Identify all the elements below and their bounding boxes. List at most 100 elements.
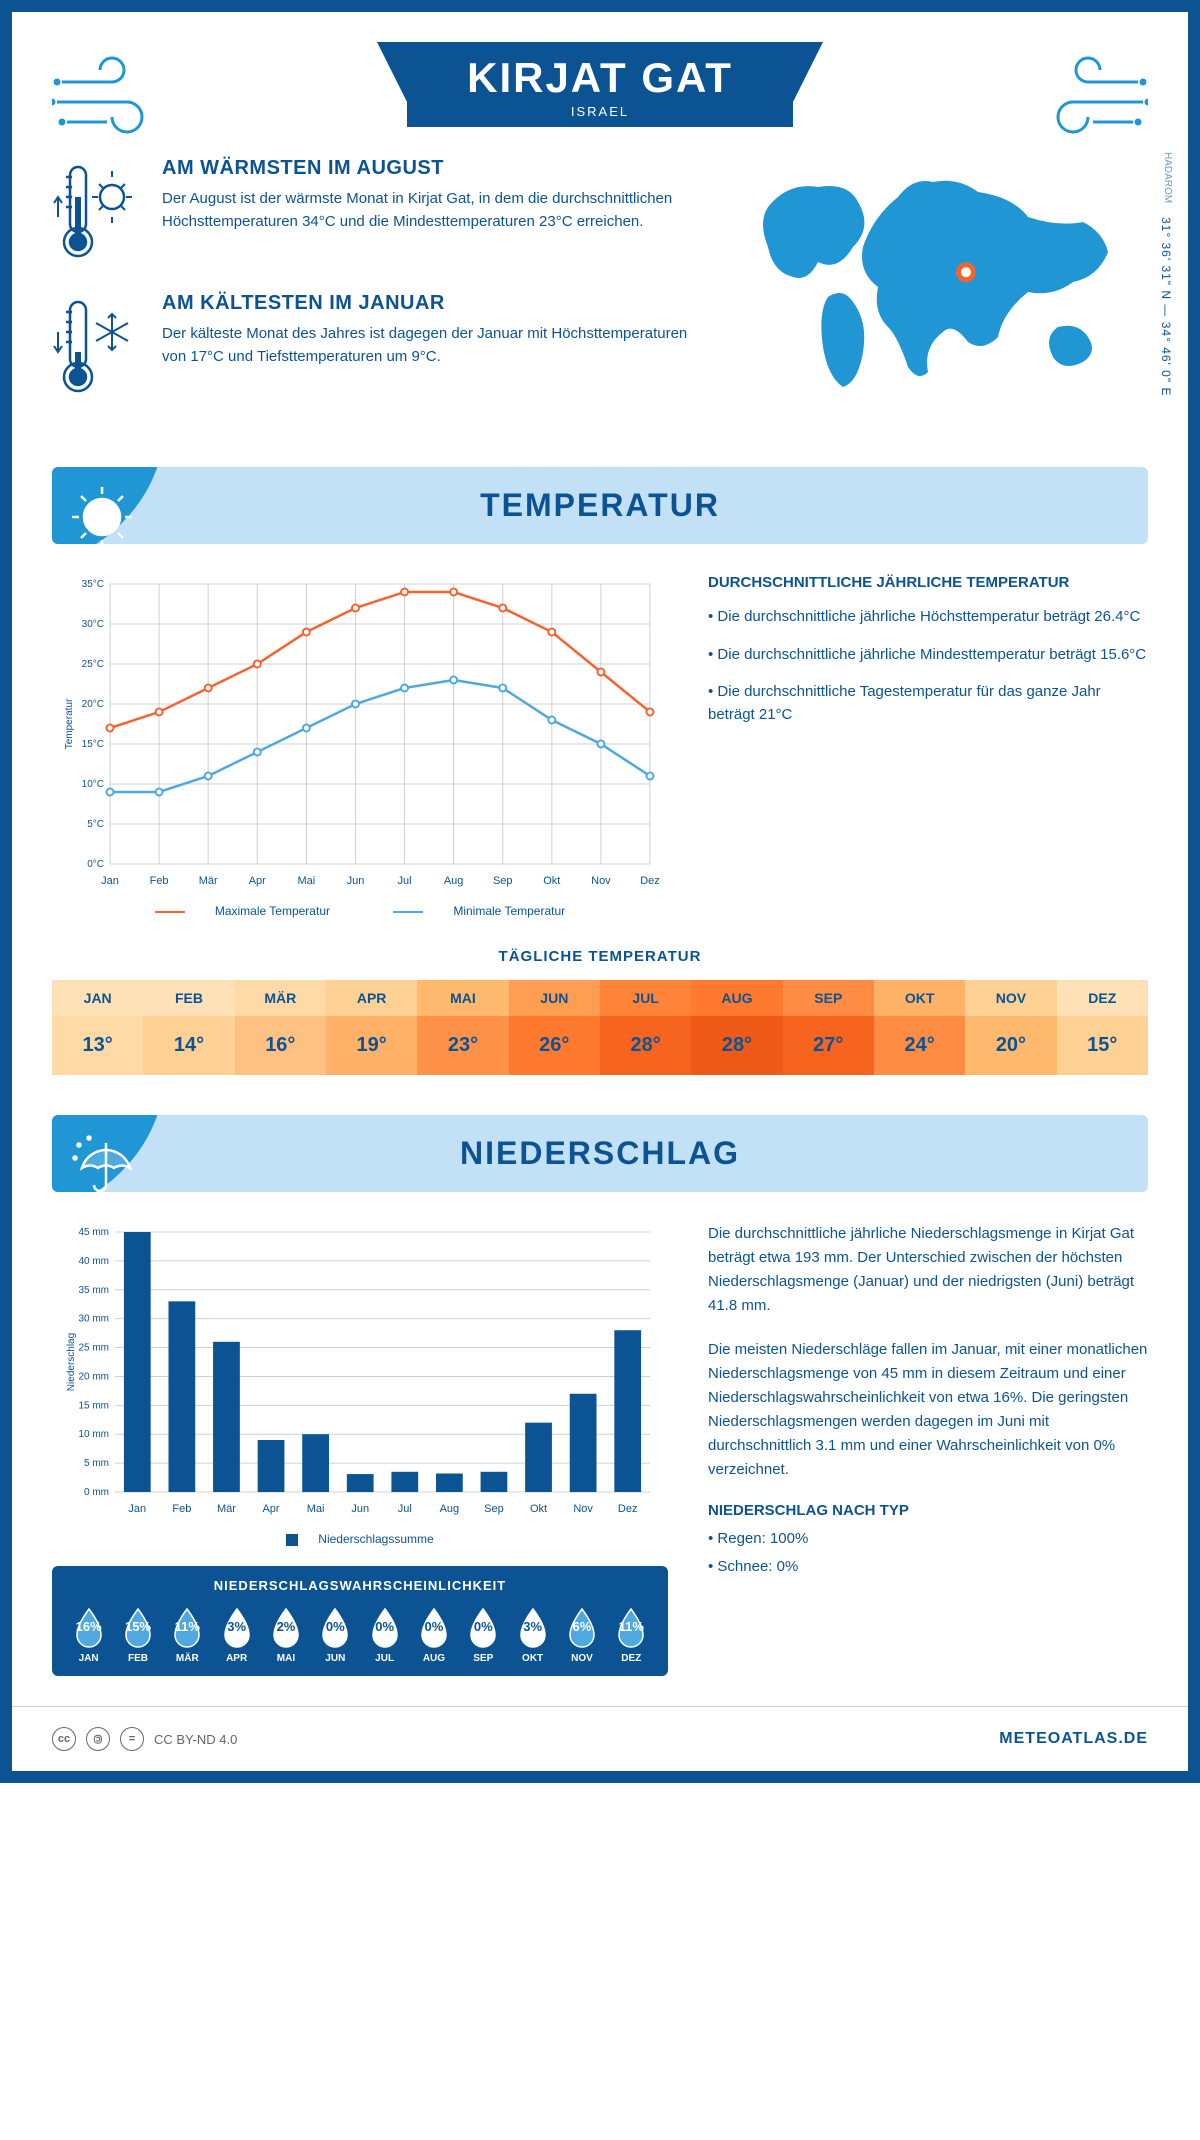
wind-icon-right (1028, 52, 1148, 142)
thermometer-cold-icon (52, 292, 142, 402)
svg-text:Nov: Nov (591, 875, 611, 887)
precip-type-1: • Regen: 100% (708, 1527, 1148, 1551)
daily-temp-cell: OKT24° (874, 980, 965, 1075)
temp-legend: Maximale Temperatur Minimale Temperatur (52, 904, 668, 918)
header: KIRJAT GAT ISRAEL (52, 42, 1148, 127)
svg-text:40 mm: 40 mm (78, 1256, 109, 1267)
precip-title: NIEDERSCHLAG (72, 1135, 1128, 1172)
svg-text:Nov: Nov (573, 1503, 593, 1515)
temp-chart: 0°C5°C10°C15°C20°C25°C30°C35°CJanFebMärA… (52, 574, 668, 918)
svg-text:25°C: 25°C (82, 659, 104, 670)
svg-text:Dez: Dez (618, 1503, 638, 1515)
svg-text:45 mm: 45 mm (78, 1227, 109, 1238)
drops-row: 16%JAN15%FEB11%MÄR3%APR2%MAI0%JUN0%JUL0%… (64, 1605, 656, 1664)
precip-legend: Niederschlagssumme (52, 1532, 668, 1546)
svg-text:25 mm: 25 mm (78, 1343, 109, 1354)
precip-prob-box: NIEDERSCHLAGSWAHRSCHEINLICHKEIT 16%JAN15… (52, 1566, 668, 1676)
svg-text:Sep: Sep (484, 1503, 504, 1515)
drop-cell: 6%NOV (562, 1605, 602, 1664)
footer: cc 🄯 = CC BY-ND 4.0 METEOATLAS.DE (12, 1706, 1188, 1771)
svg-text:Mai: Mai (307, 1503, 325, 1515)
temp-title: TEMPERATUR (72, 487, 1128, 524)
warm-text: Der August ist der wärmste Monat in Kirj… (162, 188, 698, 233)
daily-temp-cell: JUL28° (600, 980, 691, 1075)
map-container: HADAROM 31° 36' 31" N — 34° 46' 0" E (728, 157, 1148, 427)
svg-text:Apr: Apr (249, 875, 266, 887)
daily-temp-cell: DEZ15° (1057, 980, 1148, 1075)
svg-text:15°C: 15°C (82, 739, 104, 750)
precip-right: Die durchschnittliche jährliche Niedersc… (708, 1222, 1148, 1676)
svg-text:Sep: Sep (493, 875, 513, 887)
svg-text:15 mm: 15 mm (78, 1400, 109, 1411)
svg-text:Dez: Dez (640, 875, 660, 887)
daily-temp-cell: AUG28° (691, 980, 782, 1075)
svg-text:Mär: Mär (199, 875, 218, 887)
cc-icon: cc (52, 1727, 76, 1751)
precip-chart: 0 mm5 mm10 mm15 mm20 mm25 mm30 mm35 mm40… (52, 1222, 668, 1522)
svg-text:Feb: Feb (172, 1503, 191, 1515)
wind-icon-left (52, 52, 172, 142)
svg-text:Jun: Jun (351, 1503, 369, 1515)
svg-text:Okt: Okt (543, 875, 560, 887)
svg-text:Apr: Apr (262, 1503, 279, 1515)
drop-cell: 16%JAN (69, 1605, 109, 1664)
svg-text:35°C: 35°C (82, 579, 104, 590)
drop-cell: 2%MAI (266, 1605, 306, 1664)
precip-prob-title: NIEDERSCHLAGSWAHRSCHEINLICHKEIT (64, 1578, 656, 1593)
intro-section: AM WÄRMSTEN IM AUGUST Der August ist der… (52, 157, 1148, 427)
svg-text:Jul: Jul (398, 875, 412, 887)
svg-text:20°C: 20°C (82, 699, 104, 710)
coords-label: 31° 36' 31" N — 34° 46' 0" E (1159, 217, 1173, 396)
precip-section: 0 mm5 mm10 mm15 mm20 mm25 mm30 mm35 mm40… (52, 1222, 1148, 1676)
svg-text:30°C: 30°C (82, 619, 104, 630)
region-label: HADAROM (1162, 152, 1173, 203)
temp-bullet: • Die durchschnittliche jährliche Höchst… (708, 606, 1148, 629)
daily-temp-cell: APR19° (326, 980, 417, 1075)
svg-text:Aug: Aug (444, 875, 464, 887)
sun-icon (67, 482, 137, 544)
svg-text:Jul: Jul (398, 1503, 412, 1515)
precip-type-2: • Schnee: 0% (708, 1555, 1148, 1579)
world-map (728, 157, 1148, 397)
drop-cell: 11%DEZ (611, 1605, 651, 1664)
svg-text:Feb: Feb (150, 875, 169, 887)
precip-left: 0 mm5 mm10 mm15 mm20 mm25 mm30 mm35 mm40… (52, 1222, 668, 1676)
title-banner: KIRJAT GAT ISRAEL (407, 42, 793, 127)
license: cc 🄯 = CC BY-ND 4.0 (52, 1727, 237, 1751)
temp-bullet: • Die durchschnittliche Tagestemperatur … (708, 681, 1148, 726)
svg-text:0°C: 0°C (87, 859, 104, 870)
svg-text:Jan: Jan (128, 1503, 146, 1515)
thermometer-hot-icon (52, 157, 142, 267)
svg-text:10°C: 10°C (82, 779, 104, 790)
svg-text:30 mm: 30 mm (78, 1314, 109, 1325)
daily-temp-cell: JUN26° (509, 980, 600, 1075)
daily-temp-title: TÄGLICHE TEMPERATUR (52, 948, 1148, 965)
nd-icon: = (120, 1727, 144, 1751)
page: KIRJAT GAT ISRAEL AM WÄRMSTEN IM AUGUST … (0, 0, 1200, 1783)
precip-banner: NIEDERSCHLAG (52, 1115, 1148, 1192)
by-icon: 🄯 (86, 1727, 110, 1751)
umbrella-icon (67, 1130, 137, 1192)
daily-temp-cell: JAN13° (52, 980, 143, 1075)
svg-text:Aug: Aug (440, 1503, 460, 1515)
warm-block: AM WÄRMSTEN IM AUGUST Der August ist der… (52, 157, 698, 267)
svg-text:Mär: Mär (217, 1503, 236, 1515)
temp-info-title: DURCHSCHNITTLICHE JÄHRLICHE TEMPERATUR (708, 574, 1148, 591)
svg-text:Jun: Jun (347, 875, 365, 887)
svg-text:Okt: Okt (530, 1503, 547, 1515)
country: ISRAEL (467, 104, 733, 119)
precip-text-2: Die meisten Niederschläge fallen im Janu… (708, 1338, 1148, 1482)
svg-text:10 mm: 10 mm (78, 1429, 109, 1440)
svg-text:35 mm: 35 mm (78, 1285, 109, 1296)
svg-text:Niederschlag: Niederschlag (66, 1333, 77, 1391)
precip-text-1: Die durchschnittliche jährliche Niedersc… (708, 1222, 1148, 1318)
svg-text:Mai: Mai (297, 875, 315, 887)
drop-cell: 15%FEB (118, 1605, 158, 1664)
title: KIRJAT GAT (467, 54, 733, 102)
daily-temp-grid: JAN13°FEB14°MÄR16°APR19°MAI23°JUN26°JUL2… (52, 980, 1148, 1075)
drop-cell: 0%AUG (414, 1605, 454, 1664)
cold-title: AM KÄLTESTEN IM JANUAR (162, 292, 698, 315)
intro-left: AM WÄRMSTEN IM AUGUST Der August ist der… (52, 157, 698, 427)
drop-cell: 11%MÄR (167, 1605, 207, 1664)
svg-text:Jan: Jan (101, 875, 119, 887)
